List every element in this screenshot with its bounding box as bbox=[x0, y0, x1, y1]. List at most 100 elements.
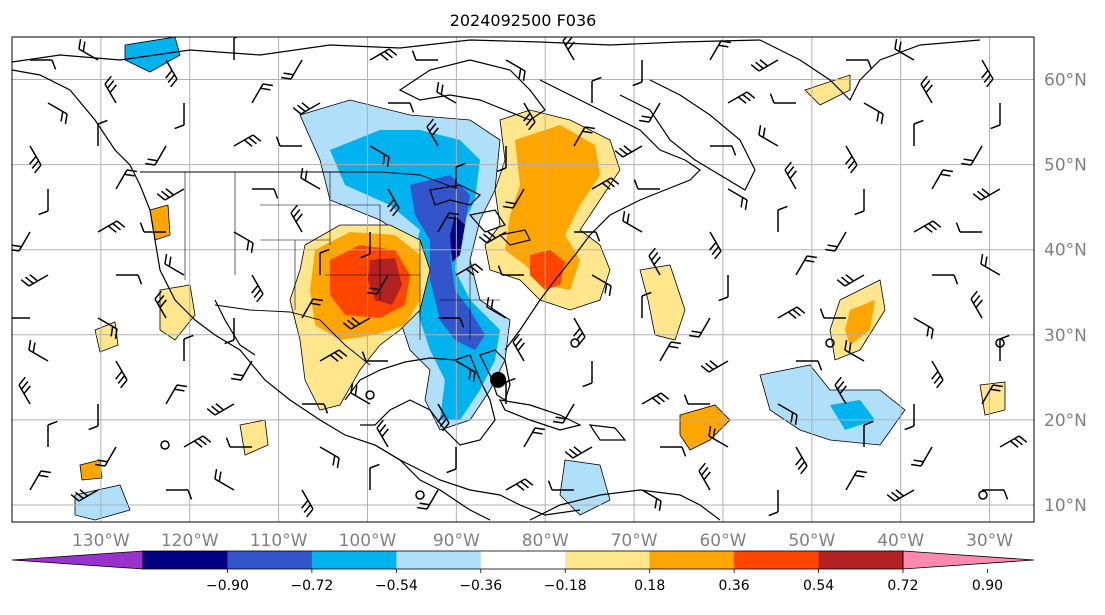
wind-barb bbox=[582, 361, 593, 388]
latitude-tick-label: 30°N bbox=[1044, 326, 1087, 346]
wind-barb bbox=[174, 103, 185, 130]
wind-barb bbox=[360, 232, 371, 259]
wind-barb bbox=[523, 427, 545, 448]
wind-barb bbox=[795, 446, 808, 475]
colorbar-tick-label: 0.36 bbox=[719, 578, 750, 594]
wind-barb bbox=[319, 248, 330, 275]
coast-labrador bbox=[619, 79, 756, 191]
wind-barb bbox=[154, 290, 167, 319]
colorbar-tick-label: −0.36 bbox=[459, 578, 502, 594]
wind-barb bbox=[990, 103, 1001, 130]
wind-barb bbox=[455, 263, 484, 276]
shade-orange-east-atlantic bbox=[845, 300, 875, 345]
longitude-tick-label: 70°W bbox=[611, 531, 658, 551]
wind-barb bbox=[387, 188, 400, 217]
wind-barb bbox=[12, 231, 31, 252]
wind-barb bbox=[361, 351, 388, 362]
wind-barb bbox=[708, 426, 729, 448]
wind-barb bbox=[88, 404, 99, 431]
wind-barb bbox=[97, 317, 118, 339]
us-canada-border bbox=[140, 171, 456, 189]
wind-barb bbox=[639, 102, 661, 123]
storm-center-marker bbox=[490, 371, 507, 388]
wind-barb bbox=[784, 161, 797, 190]
wind-barb bbox=[913, 220, 942, 233]
wind-barb bbox=[302, 403, 329, 414]
wind-barb bbox=[920, 75, 933, 104]
wind-barb bbox=[486, 297, 507, 319]
calm-circle bbox=[825, 338, 835, 348]
wind-barb bbox=[591, 177, 620, 190]
wind-barb bbox=[417, 489, 439, 510]
latitude-tick-label: 10°N bbox=[1044, 496, 1087, 516]
latitude-tick-label: 50°N bbox=[1044, 156, 1087, 176]
wind-barb bbox=[367, 274, 389, 295]
wind-barb bbox=[18, 376, 31, 405]
wind-barb bbox=[836, 274, 865, 287]
wind-barb bbox=[689, 317, 711, 338]
longitude-tick-label: 130°W bbox=[72, 531, 130, 551]
wind-barb bbox=[503, 188, 525, 209]
shade-orange-northeast bbox=[505, 125, 600, 290]
wind-barb bbox=[622, 211, 643, 233]
coast-arctic bbox=[12, 39, 761, 63]
map-frame bbox=[11, 36, 1035, 523]
coast-hispaniola bbox=[588, 424, 627, 441]
wind-barb bbox=[727, 91, 756, 104]
wind-barb bbox=[845, 470, 867, 491]
latitude-tick-label: 60°N bbox=[1044, 71, 1087, 91]
wind-barb bbox=[281, 59, 303, 80]
longitude-tick-label: 120°W bbox=[161, 531, 219, 551]
colorbar bbox=[11, 550, 1035, 570]
wind-barb bbox=[591, 76, 602, 103]
coast-cuba bbox=[498, 399, 582, 431]
latitude-tick-label: 40°N bbox=[1044, 241, 1087, 261]
wind-barb bbox=[709, 40, 731, 61]
colorbar-band bbox=[734, 551, 820, 569]
wind-barbs bbox=[12, 37, 1028, 518]
wind-barb bbox=[231, 360, 253, 381]
wind-barb bbox=[574, 231, 601, 242]
wind-barb bbox=[512, 333, 525, 362]
wind-barb bbox=[292, 102, 321, 115]
colorbar-band bbox=[311, 551, 397, 569]
wind-barb bbox=[115, 360, 128, 389]
shade-lightblue-caribbean bbox=[559, 459, 611, 516]
wind-barb bbox=[911, 446, 933, 467]
wind-barb bbox=[300, 168, 321, 190]
shade-yellow-midatlantic-ocean bbox=[639, 264, 686, 341]
colorbar-tick-label: 0.72 bbox=[887, 578, 918, 594]
longitude-tick-label: 60°W bbox=[699, 531, 746, 551]
colorbar-tick-label: −0.54 bbox=[375, 578, 418, 594]
wind-barb bbox=[214, 469, 235, 491]
wind-barb bbox=[104, 75, 117, 104]
coast-south-america bbox=[529, 489, 721, 521]
wind-barb bbox=[252, 188, 279, 199]
plot-title: 2024092500 F036 bbox=[450, 11, 597, 30]
wind-barb bbox=[846, 59, 873, 70]
us-state-lines bbox=[184, 172, 500, 340]
wind-barb bbox=[931, 360, 944, 389]
longitude-labels: 130°W 120°W 110°W 100°W 90°W 80°W 70°W 60°W 50°W… bbox=[72, 531, 1013, 551]
wind-barb bbox=[972, 188, 1001, 201]
wind-barb bbox=[496, 146, 507, 173]
wind-barb bbox=[961, 145, 983, 166]
wind-barb bbox=[886, 489, 915, 502]
wind-barb bbox=[710, 145, 737, 156]
calm-circle bbox=[570, 338, 580, 348]
colorbar-band bbox=[818, 551, 904, 569]
wind-barb bbox=[632, 60, 643, 87]
colorbar-extend-low bbox=[11, 550, 144, 570]
colorbar-band bbox=[565, 551, 651, 569]
wind-barb bbox=[206, 403, 235, 416]
wind-barb bbox=[301, 298, 323, 319]
wind-barb bbox=[834, 376, 847, 405]
longitude-tick-label: 90°W bbox=[433, 531, 480, 551]
wind-barb bbox=[932, 274, 959, 285]
greenland-coast bbox=[759, 39, 981, 102]
wind-barb bbox=[497, 265, 524, 276]
wind-barb bbox=[350, 383, 371, 405]
wind-barb bbox=[290, 204, 303, 233]
longitude-tick-label: 50°W bbox=[788, 531, 835, 551]
wind-barb bbox=[28, 340, 49, 362]
